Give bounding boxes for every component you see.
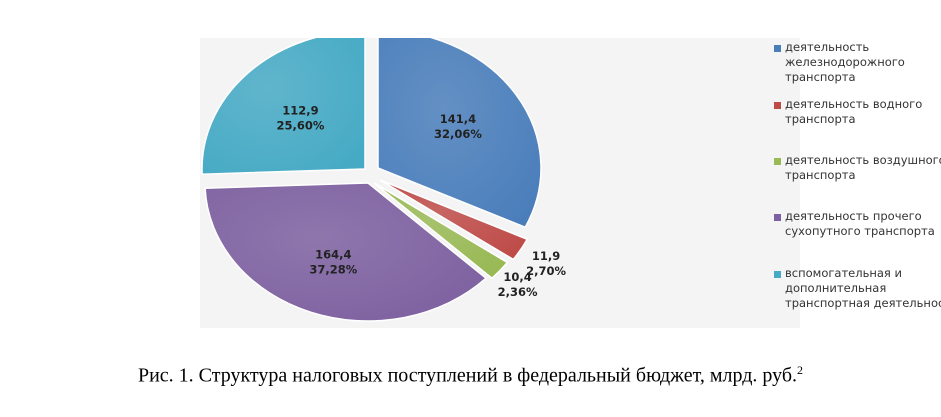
figure-caption: Рис. 1. Структура налоговых поступлений … [0,363,941,388]
slice-value-label: 112,9 [282,103,318,117]
pie-slice [377,38,542,229]
legend-item: деятельность железнодорожного транспорта [774,40,905,85]
slice-percent-label: 2,70% [526,264,566,278]
pie-chart: 141,432,06% 11,92,70%10,42,36% 164,437,28%… [201,38,567,322]
caption-footnote: 2 [797,363,804,377]
legend-swatch [774,271,781,278]
slice-value-label: 10,4 [503,270,531,284]
slice-percent-label: 37,28% [309,262,357,276]
legend-label: деятельность прочего сухопутного транспо… [785,209,935,238]
caption-text: Рис. 1. Структура налоговых поступлений … [137,364,798,387]
legend-item: деятельность водного транспорта [774,97,922,127]
legend-label: деятельность воздушного транспорта [785,153,941,182]
pie-slice [373,182,509,280]
legend-label: деятельность железнодорожного транспорта [785,40,905,84]
legend-label: вспомогательная и дополнительная транспо… [785,266,941,310]
slice-value-label: 11,9 [532,249,560,263]
slice-percent-label: 25,60% [276,118,324,132]
legend-swatch [774,158,781,165]
chart-area: 141,4 32,06% 11,9 2,70% 10,4 2,36% 164,4 37,28%… [200,38,941,328]
legend-item: вспомогательная и дополнительная транспо… [774,266,941,311]
pie-slice [201,38,366,175]
pie-slice [379,179,529,261]
legend-swatch [774,214,781,221]
legend-item: деятельность прочего сухопутного транспо… [774,209,935,239]
slice-value-label: 164,4 [315,247,351,261]
pie-slice [204,182,488,322]
slice-value-label: 141,4 [440,112,476,126]
legend-swatch [774,102,781,109]
slice-percent-label: 2,36% [498,285,538,299]
legend-swatch [774,45,781,52]
legend-item: деятельность воздушного транспорта [774,153,941,183]
slice-percent-label: 32,06% [434,127,482,141]
legend-label: деятельность водного транспорта [785,97,923,126]
